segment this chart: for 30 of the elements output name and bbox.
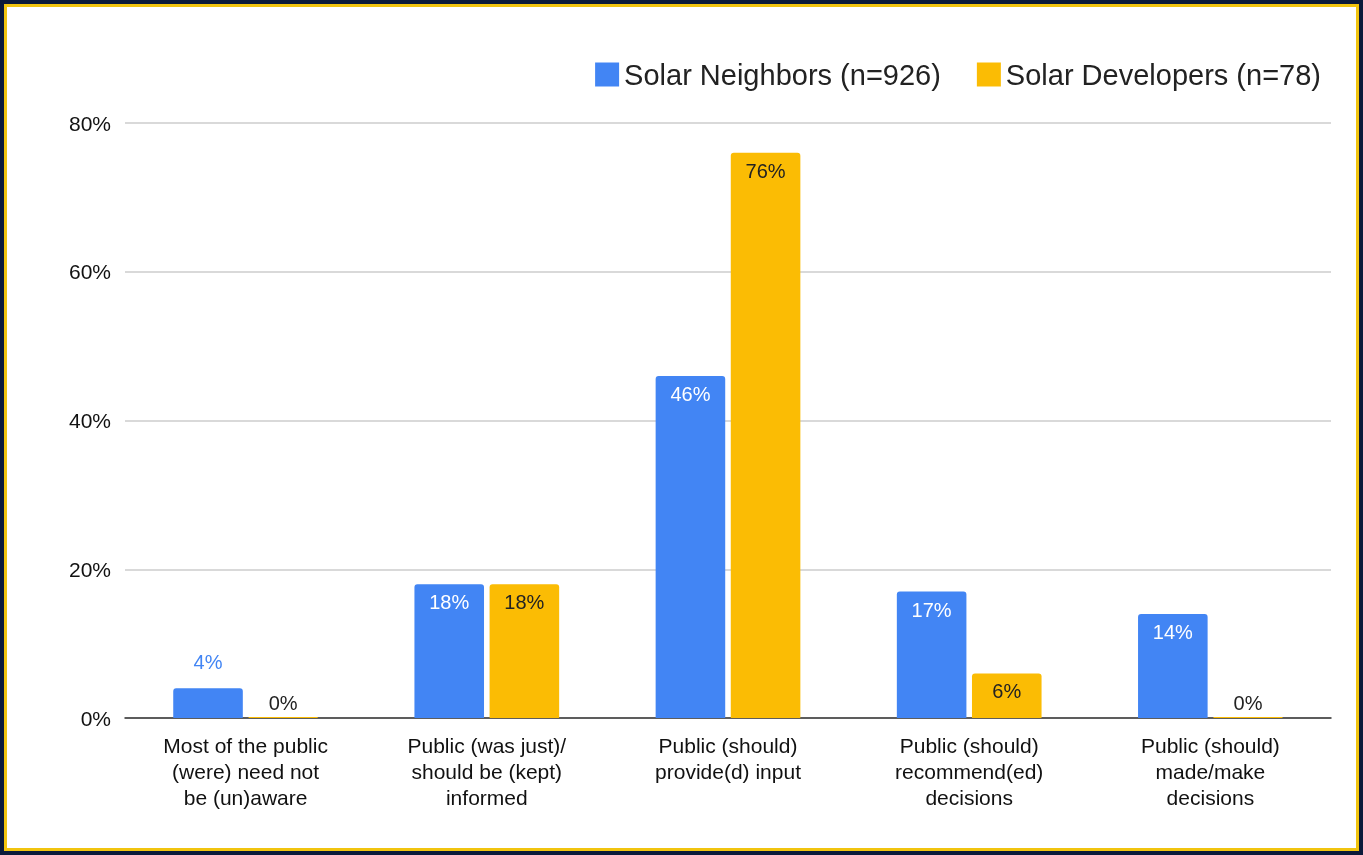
- legend-label: Solar Neighbors (n=926): [624, 58, 941, 91]
- x-tick-label: Public (should) provide(d) input: [655, 733, 802, 783]
- x-tick-label: Most of the public (were) need not be (un)aware: [163, 733, 328, 809]
- bar: [971, 673, 1042, 718]
- bar: [414, 584, 485, 718]
- x-tick-label: Public (should) made/make decisions: [1140, 733, 1280, 809]
- y-tick-label: 0%: [80, 706, 111, 730]
- bar: [896, 591, 967, 718]
- data-label: 4%: [193, 651, 223, 674]
- bar: [655, 375, 726, 718]
- data-label: 0%: [268, 692, 298, 714]
- data-label: 18%: [429, 591, 470, 614]
- bar: [489, 584, 560, 718]
- bar: [730, 152, 801, 718]
- data-label: 76%: [745, 159, 786, 182]
- x-tick-label: Public (should) recommend(ed) decisions: [895, 733, 1044, 809]
- data-label: 18%: [504, 591, 545, 614]
- legend-label: Solar Developers (n=78): [1005, 58, 1322, 91]
- y-tick-label: 40%: [68, 409, 111, 432]
- y-tick-label: 60%: [68, 260, 111, 284]
- bar: [1138, 613, 1208, 718]
- data-label: 0%: [1233, 692, 1263, 714]
- bar: [173, 688, 243, 718]
- data-label: 17%: [911, 598, 952, 621]
- x-tick-label: Public (was just)/ should be (kept) informed: [407, 733, 567, 809]
- y-tick-label: 80%: [68, 111, 111, 135]
- data-label: 6%: [992, 680, 1022, 703]
- data-label: 14%: [1152, 620, 1194, 643]
- data-label: 46%: [670, 382, 711, 405]
- y-tick-label: 20%: [68, 557, 111, 581]
